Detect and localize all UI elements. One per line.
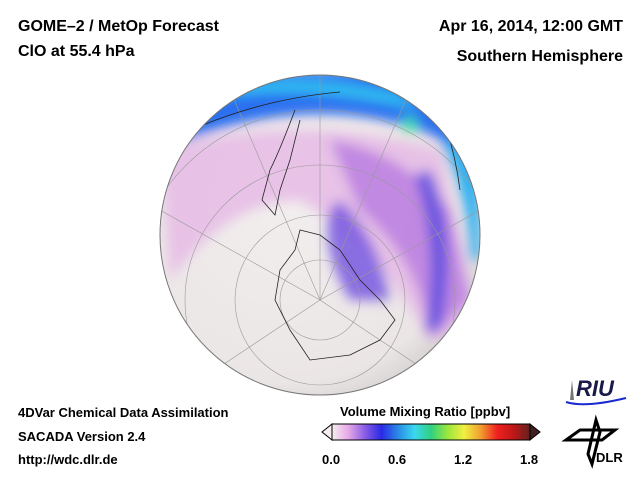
hemisphere-label: Southern Hemisphere: [456, 48, 623, 65]
footer-line2: SACADA Version 2.4: [18, 429, 146, 444]
svg-text:RIU: RIU: [576, 376, 615, 401]
colorbar: [321, 422, 541, 442]
colorbar-ramp: [331, 423, 531, 441]
tick-0: 0.0: [322, 452, 341, 467]
map-title: GOME–2 / MetOp Forecast: [18, 18, 219, 35]
colorbar-label: Volume Mixing Ratio [ppbv]: [340, 404, 511, 419]
tick-2: 1.2: [454, 452, 473, 467]
riu-logo: RIU: [565, 376, 627, 406]
forecast-datetime: Apr 16, 2014, 12:00 GMT: [438, 18, 623, 35]
tick-3: 1.8: [520, 452, 539, 467]
footer-url[interactable]: http://wdc.dlr.de: [18, 452, 118, 467]
footer-line1: 4DVar Chemical Data Assimilation: [18, 405, 229, 420]
dlr-logo: DLR: [561, 414, 623, 469]
tick-1: 0.6: [388, 452, 407, 467]
graticule: [160, 75, 480, 395]
species-level: ClO at 55.4 hPa: [18, 43, 135, 60]
colorbar-min-arrow: [321, 422, 333, 442]
colorbar-max-arrow: [529, 422, 541, 442]
svg-text:DLR: DLR: [596, 450, 623, 465]
